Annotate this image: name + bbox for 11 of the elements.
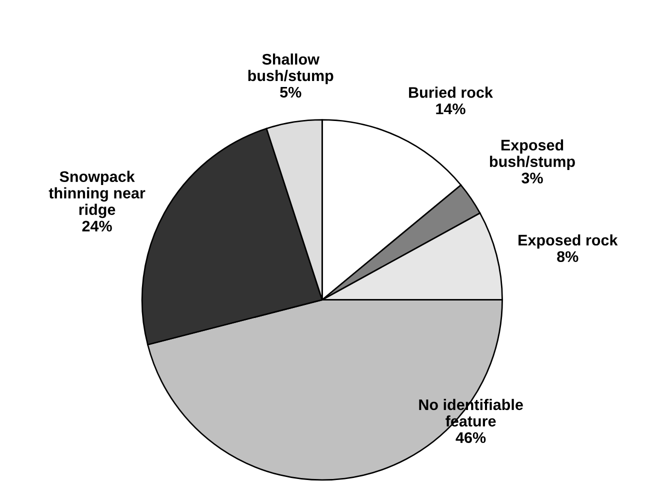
data-label: 3% — [522, 172, 543, 184]
data-label: 8% — [557, 251, 578, 262]
data-label: 24% — [82, 220, 112, 232]
slice-label: Shallow bush/stump — [248, 53, 334, 84]
slice-label: Exposed bush/stump — [490, 139, 575, 170]
data-label: 5% — [280, 86, 302, 98]
slice-label: Buried rock — [409, 86, 493, 98]
data-label: 46% — [456, 432, 486, 444]
slice-label: Snowpack thinning near ridge — [48, 170, 146, 218]
slice-label: Exposed rock — [518, 234, 618, 249]
data-label: 14% — [436, 104, 466, 114]
